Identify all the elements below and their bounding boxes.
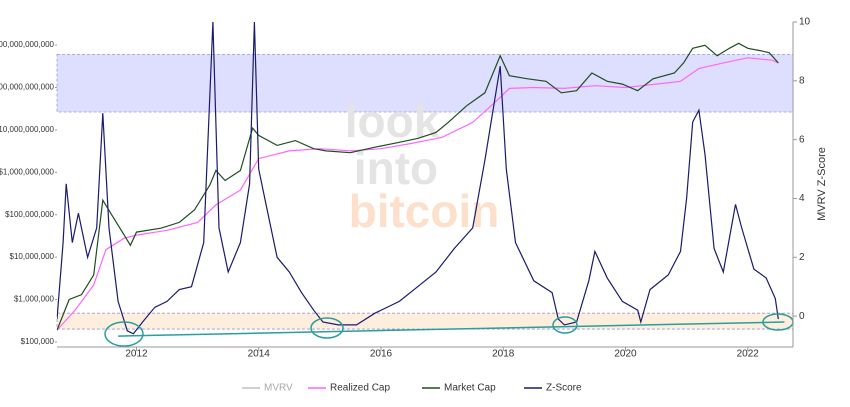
watermark: bitcoin <box>349 185 500 237</box>
y-tick-label: 100,000,000,000 <box>0 83 55 92</box>
y-tick-label: $10,000,000 <box>10 252 55 261</box>
trend-line <box>118 321 785 337</box>
highlight-circle <box>104 321 144 347</box>
y2-tick-label: 2 <box>799 252 805 263</box>
y2-tick-label: 8 <box>799 75 805 86</box>
legend-item[interactable]: MVRV <box>242 383 293 394</box>
series-line <box>57 22 779 335</box>
y-tick-label: $1,000,000,000 <box>0 167 55 176</box>
series-line <box>57 57 779 331</box>
x-tick-label: 2018 <box>492 349 515 360</box>
legend-label: Market Cap <box>444 383 496 394</box>
watermark: into <box>354 142 438 194</box>
legend-label: Z-Score <box>546 383 582 394</box>
band <box>56 53 794 113</box>
y-tick-label: 1,000,000,000,000 <box>0 40 55 49</box>
y2-tick-label: 0 <box>799 311 805 322</box>
y2-tick-label: 10 <box>799 17 811 28</box>
x-tick-label: 2016 <box>370 349 393 360</box>
x-tick-label: 2020 <box>614 349 637 360</box>
y-tick-label: $100,000,000 <box>5 210 54 219</box>
y2-tick-label: 4 <box>799 193 805 204</box>
legend-item[interactable]: Market Cap <box>422 383 496 394</box>
x-tick-label: 2022 <box>737 349 760 360</box>
legend-item[interactable]: Realized Cap <box>308 383 390 394</box>
y2-axis-label: MVRV Z-Score <box>816 147 828 221</box>
y2-tick-label: 6 <box>799 134 805 145</box>
x-tick-label: 2014 <box>248 349 271 360</box>
highlight-circle <box>310 317 344 339</box>
legend-label: MVRV <box>264 383 293 394</box>
y-tick-label: $1,000,000 <box>14 295 55 304</box>
y-tick-label: $10,000,000,000 <box>0 125 55 134</box>
legend-label: Realized Cap <box>330 383 390 394</box>
watermark: look <box>345 95 440 147</box>
highlight-circle <box>552 316 578 334</box>
x-tick-label: 2012 <box>125 349 148 360</box>
series-line <box>57 42 779 331</box>
legend-item[interactable]: Z-Score <box>524 383 582 394</box>
y-tick-label: $100,000 <box>21 337 55 346</box>
band <box>56 312 794 330</box>
